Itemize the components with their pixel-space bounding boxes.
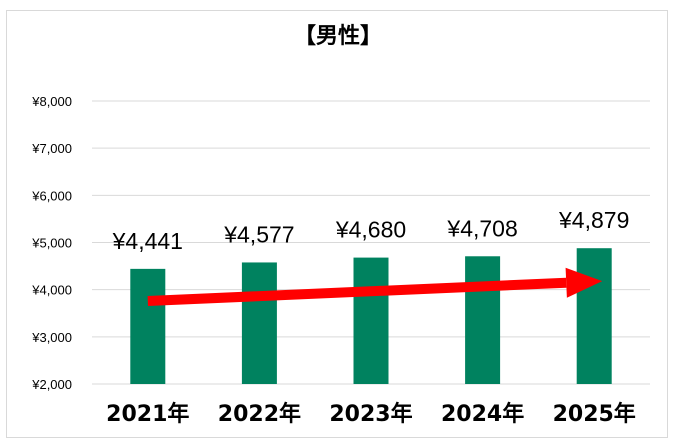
y-tick-label: ¥7,000: [31, 141, 72, 156]
chart-title: 【男性】: [293, 24, 382, 49]
bar: [130, 268, 166, 384]
y-tick-label: ¥6,000: [31, 188, 72, 203]
x-tick-label: 2025年: [553, 401, 636, 427]
trend-arrow-shaft: [147, 277, 567, 306]
y-tick-label: ¥8,000: [31, 94, 72, 109]
x-tick-label: 2023年: [329, 401, 412, 427]
data-label: ¥4,577: [223, 221, 294, 247]
bar: [465, 256, 501, 384]
x-tick-label: 2021年: [106, 401, 189, 427]
bar: [353, 257, 389, 384]
y-axis-labels: ¥2,000 ¥3,000 ¥4,000 ¥5,000 ¥6,000 ¥7,000 ¥8,0…: [31, 94, 72, 392]
y-tick-label: ¥3,000: [31, 330, 72, 345]
bar: [241, 262, 277, 384]
trend-arrow-head: [565, 267, 603, 298]
x-axis-labels: 2021年 2022年 2023年 2024年 2025年: [106, 401, 636, 427]
bar: [576, 248, 612, 384]
data-label: ¥4,680: [335, 217, 406, 243]
data-label: ¥4,708: [446, 215, 517, 241]
bars: [130, 248, 612, 384]
y-tick-label: ¥2,000: [31, 377, 72, 392]
y-tick-label: ¥4,000: [31, 283, 72, 298]
chart-frame: [6, 10, 668, 438]
x-tick-label: 2022年: [218, 401, 301, 427]
trend-arrow: [147, 267, 603, 306]
data-label: ¥4,879: [558, 207, 629, 233]
data-label: ¥4,441: [112, 228, 183, 254]
data-labels: ¥4,441 ¥4,577 ¥4,680 ¥4,708 ¥4,879: [112, 207, 630, 254]
y-tick-label: ¥5,000: [31, 236, 72, 251]
x-tick-label: 2024年: [441, 401, 524, 427]
